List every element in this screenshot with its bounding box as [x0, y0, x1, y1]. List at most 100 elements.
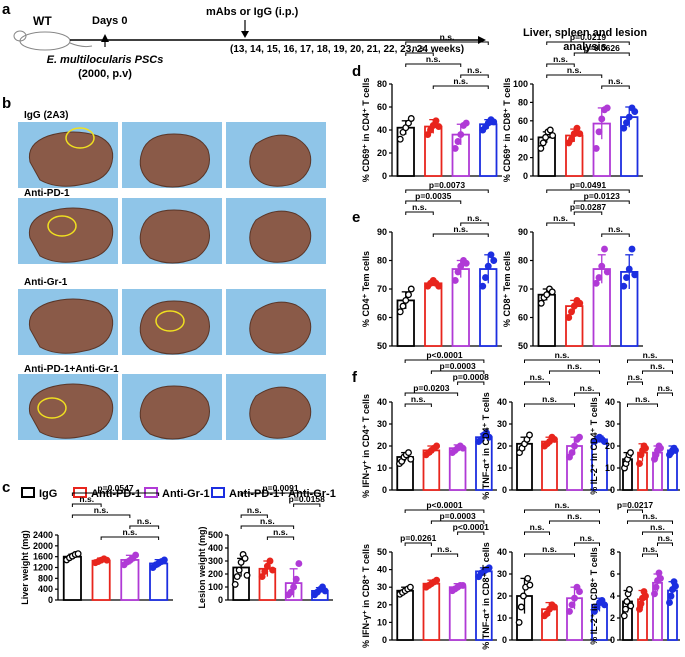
- data-point: [620, 612, 628, 620]
- significance-label: n.s.: [530, 522, 545, 532]
- significance-label: n.s.: [453, 224, 468, 234]
- data-point: [655, 569, 663, 577]
- data-point: [484, 262, 492, 270]
- data-point: [539, 139, 547, 147]
- y-tick-label: 60: [518, 116, 528, 126]
- data-point: [237, 558, 245, 566]
- significance-bracket: [266, 536, 295, 540]
- data-point: [405, 291, 412, 299]
- significance-label: n.s.: [643, 544, 658, 554]
- data-point: [566, 607, 573, 615]
- day-zero-arrowhead: [101, 34, 109, 42]
- significance-bracket: [549, 370, 600, 374]
- significance-label: n.s.: [467, 65, 482, 75]
- data-point: [672, 582, 679, 590]
- data-point: [258, 573, 266, 581]
- data-point: [515, 618, 523, 626]
- data-point: [295, 560, 303, 568]
- significance-bracket: [405, 200, 462, 204]
- timeline-panel: WT Days 0 mAbs or IgG (i.p.) (13, 14, 15…: [13, 6, 647, 80]
- bar-anti-pd-1: [422, 582, 441, 641]
- y-tick-label: 80: [518, 97, 528, 107]
- y-tick-label: 1600: [33, 552, 53, 562]
- y-tick-label: 50: [518, 341, 528, 351]
- data-point: [642, 592, 649, 600]
- significance-bracket: [432, 233, 489, 237]
- significance-bracket: [601, 85, 630, 89]
- significance-label: n.s.: [453, 76, 468, 86]
- y-tick-label: 20: [518, 153, 528, 163]
- y-tick-label: 20: [377, 600, 387, 610]
- significance-label: p=0.0203: [413, 383, 449, 393]
- y-tick-label: 2: [610, 613, 615, 623]
- photo-group-label: IgG (2A3): [24, 110, 68, 121]
- y-tick-label: 2400: [33, 530, 53, 540]
- data-point: [526, 431, 533, 439]
- photo-group-label: Anti-Gr-1: [24, 277, 68, 288]
- data-point: [631, 108, 639, 116]
- data-point: [620, 282, 628, 290]
- data-point: [637, 600, 645, 608]
- significance-bracket: [627, 520, 673, 524]
- liver-tissue: [28, 298, 114, 354]
- y-tick-label: 0: [610, 635, 615, 645]
- significance-bracket: [457, 381, 485, 385]
- significance-label: n.s.: [580, 383, 595, 393]
- data-point: [435, 123, 443, 130]
- significance-bracket: [432, 85, 489, 89]
- data-point: [462, 259, 470, 267]
- significance-label: n.s.: [635, 394, 650, 404]
- legend-label-combo: Anti-PD-1+ Anti-Gr-1: [229, 488, 336, 500]
- data-point: [479, 282, 487, 290]
- significance-bracket: [546, 41, 630, 45]
- significance-label: n.s.: [580, 533, 595, 543]
- timeline-arrowhead: [478, 36, 486, 44]
- data-point: [457, 131, 465, 139]
- y-tick-label: 60: [377, 313, 387, 323]
- significance-label: n.s.: [260, 516, 275, 526]
- y-tick-label: 60: [377, 102, 387, 112]
- liver-tissue: [139, 209, 210, 264]
- significance-bracket: [71, 514, 131, 518]
- data-point: [636, 605, 643, 613]
- significance-bracket: [100, 536, 160, 540]
- data-point: [524, 574, 532, 582]
- data-point: [576, 588, 583, 596]
- y-tick-label: 20: [497, 591, 507, 601]
- data-point: [568, 449, 576, 457]
- y-tick-label: 30: [497, 569, 507, 579]
- y-axis-label: % IL-2⁺ in CD8⁺ T cells: [589, 547, 599, 645]
- data-point: [551, 603, 558, 611]
- y-tick-label: 50: [377, 341, 387, 351]
- data-point: [287, 588, 295, 596]
- liver-tissue: [139, 133, 210, 188]
- data-point: [657, 444, 664, 452]
- significance-bracket: [601, 233, 630, 237]
- y-tick-label: 40: [377, 125, 387, 135]
- y-tick-label: 0: [382, 485, 387, 495]
- data-point: [490, 257, 498, 264]
- significance-label: n.s.: [643, 511, 658, 521]
- significance-bracket: [546, 63, 575, 67]
- data-point: [517, 603, 525, 611]
- significance-bracket: [405, 63, 462, 67]
- significance-label: n.s.: [567, 511, 582, 521]
- y-tick-label: 0: [502, 635, 507, 645]
- y-tick-label: 80: [377, 79, 387, 89]
- significance-bracket: [460, 74, 489, 78]
- y-tick-label: 80: [377, 256, 387, 266]
- y-axis-label: Lesion weight (mg): [197, 526, 207, 608]
- data-point: [399, 302, 407, 310]
- data-point: [551, 435, 558, 443]
- y-tick-label: 8: [610, 547, 615, 557]
- chart-cd8_tem: 50 60 70 80 90 % CD8⁺ Tem cells p=0.0491p=0.01…: [502, 180, 643, 351]
- significance-label: n.s.: [426, 54, 441, 64]
- data-point: [290, 583, 298, 591]
- data-point: [627, 449, 634, 457]
- significance-bracket: [430, 553, 459, 557]
- data-point: [592, 144, 600, 152]
- data-point: [568, 135, 575, 143]
- y-axis-label: % CD8⁺ Tem cells: [502, 251, 512, 327]
